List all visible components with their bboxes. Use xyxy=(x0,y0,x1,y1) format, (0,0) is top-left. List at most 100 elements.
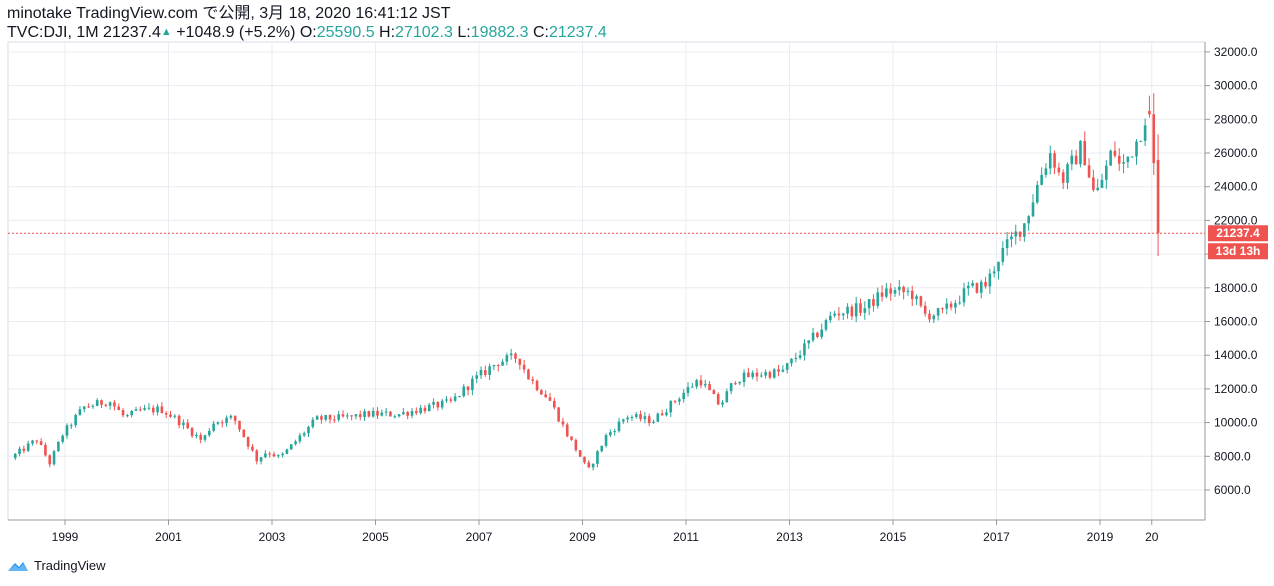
candle-body xyxy=(466,386,470,391)
candle-body xyxy=(147,407,151,409)
candle-body xyxy=(699,380,703,386)
candle-body xyxy=(1040,174,1043,185)
candle-body xyxy=(889,288,892,294)
candle-body xyxy=(272,454,276,457)
candle-body xyxy=(216,422,220,424)
candle-body xyxy=(540,390,543,395)
candle-body xyxy=(182,422,185,426)
candle-body xyxy=(794,357,798,359)
candle-body xyxy=(436,402,440,408)
candle-body xyxy=(772,369,776,378)
candle-body xyxy=(139,409,142,411)
candle-body xyxy=(643,416,647,420)
candle-body xyxy=(1126,156,1130,163)
candle-body xyxy=(565,424,569,437)
plot-area[interactable] xyxy=(7,41,1206,521)
candle-body xyxy=(164,413,168,415)
candle-body xyxy=(880,292,884,297)
candle-body xyxy=(691,386,694,388)
candle-body xyxy=(583,456,586,463)
candle-body xyxy=(1083,140,1087,166)
candle-body xyxy=(695,380,698,387)
x-tick-label: 2015 xyxy=(880,530,907,544)
tradingview-brand[interactable]: TradingView xyxy=(34,558,106,573)
candle-body xyxy=(634,414,638,417)
candle-body xyxy=(729,383,733,392)
candle-body xyxy=(151,407,155,413)
candle-body xyxy=(522,364,526,370)
candle-body xyxy=(630,416,634,418)
candle-body xyxy=(26,443,30,451)
candle-body xyxy=(979,281,983,293)
candle-body xyxy=(225,417,228,424)
candle-body xyxy=(484,370,487,375)
candle-body xyxy=(324,415,328,420)
candle-body xyxy=(199,435,202,440)
candle-body xyxy=(458,396,461,398)
candle-body xyxy=(885,288,888,297)
candle-body xyxy=(350,415,353,417)
candle-body xyxy=(121,410,125,416)
candle-body xyxy=(238,420,241,430)
candle-body xyxy=(570,436,573,440)
x-tick-label: 2013 xyxy=(776,530,803,544)
candle-body xyxy=(307,426,310,434)
candle-body xyxy=(78,409,82,416)
candle-body xyxy=(829,315,832,321)
candle-body xyxy=(1023,223,1026,237)
candle-body xyxy=(850,306,854,317)
candle-body xyxy=(82,406,86,410)
candle-body xyxy=(31,440,34,444)
candle-body xyxy=(1143,125,1147,141)
candle-body xyxy=(798,355,802,358)
chart-publish-info: minotake TradingView.com で公開, 3月 18, 202… xyxy=(7,5,451,22)
candle-body xyxy=(945,303,949,309)
candle-body xyxy=(501,361,504,366)
candle-body xyxy=(1109,150,1112,166)
candle-body xyxy=(531,379,535,381)
candle-body xyxy=(268,453,271,455)
candle-body xyxy=(471,378,474,391)
y-tick-label: 30000.0 xyxy=(1214,79,1258,93)
candle-body xyxy=(1152,114,1156,164)
candle-body xyxy=(65,425,69,436)
candle-body xyxy=(440,400,444,408)
candle-body xyxy=(600,445,604,452)
candle-body xyxy=(647,416,651,424)
candle-body xyxy=(1061,172,1065,183)
candle-body xyxy=(833,313,836,316)
candle-body xyxy=(712,390,716,395)
candle-body xyxy=(376,410,379,416)
candle-body xyxy=(764,372,767,376)
candle-body xyxy=(108,402,112,406)
x-tick-label: 2011 xyxy=(673,530,699,544)
symbol-name[interactable]: TVC:DJI, 1M xyxy=(7,24,99,41)
candle-body xyxy=(190,428,194,436)
candle-body xyxy=(449,399,453,401)
candle-body xyxy=(505,355,509,362)
candle-body xyxy=(264,453,267,458)
candle-body xyxy=(876,292,880,306)
candle-body xyxy=(177,415,181,426)
candle-body xyxy=(587,462,591,468)
x-tick-label: 2005 xyxy=(362,530,389,544)
candle-body xyxy=(639,414,642,420)
candle-body xyxy=(100,400,103,405)
candle-body xyxy=(1117,155,1121,164)
candle-body xyxy=(738,382,742,384)
candle-body xyxy=(1087,165,1091,178)
candle-body xyxy=(975,283,979,293)
candle-body xyxy=(402,412,405,415)
candle-body xyxy=(57,441,60,452)
candle-body xyxy=(186,422,190,429)
candle-body xyxy=(923,305,927,314)
candle-body xyxy=(768,372,772,378)
candle-body xyxy=(302,433,306,436)
last-price-badge xyxy=(1208,225,1268,242)
candle-body xyxy=(354,414,358,417)
candle-body xyxy=(475,375,478,379)
candle-body xyxy=(91,405,95,407)
candle-body xyxy=(785,363,789,370)
candle-body xyxy=(803,343,806,356)
